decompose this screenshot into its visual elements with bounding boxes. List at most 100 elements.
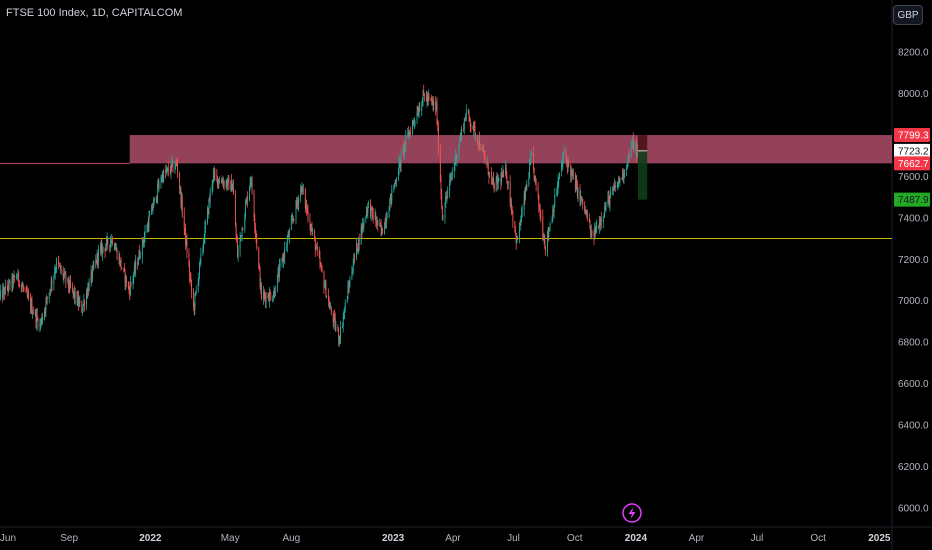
candle-body — [562, 152, 564, 160]
candle-body — [213, 171, 215, 175]
candle-body — [56, 259, 57, 269]
candle-body — [542, 216, 544, 236]
candle-body — [451, 171, 453, 177]
candle-body — [444, 207, 446, 218]
candle-body — [114, 249, 116, 251]
candle-body — [612, 188, 614, 191]
candle-body — [151, 205, 153, 215]
candle-body — [337, 327, 339, 331]
candle-body — [63, 275, 65, 278]
candle-body — [41, 318, 43, 322]
candle-body — [470, 125, 472, 127]
candle-body — [619, 178, 621, 183]
candle-body — [283, 255, 285, 258]
candle-body — [360, 227, 362, 245]
candle-body — [101, 244, 103, 255]
candle-body — [233, 185, 234, 195]
candle-body — [113, 243, 115, 250]
candle-body — [384, 227, 385, 234]
candle-body — [334, 315, 336, 319]
candle-body — [343, 312, 345, 318]
candle-body — [31, 302, 33, 314]
candle-body — [244, 216, 246, 230]
candle-body — [519, 222, 521, 225]
candle-body — [302, 189, 304, 192]
candle-body — [58, 259, 59, 265]
candle-body — [291, 218, 293, 220]
candle-body — [237, 250, 239, 258]
candle-body — [219, 182, 220, 184]
candle-body — [197, 282, 199, 290]
candle-body — [500, 178, 502, 184]
currency-button[interactable]: GBP — [893, 5, 923, 25]
candle-body — [79, 301, 81, 303]
candle-body — [156, 197, 158, 201]
candle-body — [376, 220, 378, 225]
candle-body — [617, 181, 619, 186]
candle-body — [492, 178, 494, 180]
candle-body — [614, 185, 616, 188]
candle-body — [199, 258, 201, 263]
candle-body — [580, 196, 582, 202]
candle-body — [191, 280, 193, 292]
candle-body — [460, 133, 462, 140]
candle-body — [101, 246, 103, 255]
candle-body — [12, 276, 14, 285]
candle-body — [609, 195, 611, 206]
candle-body — [204, 226, 206, 241]
candle-body — [436, 103, 438, 124]
candle-body — [445, 197, 447, 208]
candle-body — [539, 206, 540, 209]
candle-body — [439, 149, 441, 182]
candle-body — [342, 325, 344, 328]
candle-body — [511, 203, 512, 212]
candle-body — [402, 147, 404, 154]
candle-body — [572, 174, 574, 177]
candle-body — [309, 219, 311, 227]
candle-body — [344, 309, 346, 313]
candle-body — [176, 162, 178, 165]
candle-body — [165, 170, 167, 173]
candle-body — [36, 314, 38, 319]
x-tick-label: May — [221, 533, 240, 544]
candle-body — [445, 197, 447, 199]
candle-body — [73, 291, 75, 293]
candle-body — [329, 307, 331, 309]
candle-body — [575, 181, 577, 190]
candle-body — [535, 176, 536, 179]
candle-body — [203, 242, 204, 248]
candle-body — [478, 138, 480, 146]
candle-body — [516, 238, 518, 244]
candle-body — [318, 249, 320, 258]
candle-body — [179, 172, 181, 190]
candle-body — [258, 264, 260, 270]
candle-body — [312, 230, 314, 232]
candle-body — [110, 241, 112, 243]
candle-body — [157, 184, 159, 189]
candle-body — [310, 226, 312, 230]
candle-body — [488, 174, 490, 177]
lightning-bolt-icon[interactable] — [622, 503, 642, 523]
candle-body — [418, 108, 420, 113]
candle-body — [227, 179, 228, 187]
candle-body — [459, 139, 461, 146]
candle-body — [395, 180, 397, 183]
candle-body — [511, 211, 513, 213]
candle-body — [132, 278, 134, 284]
candle-body — [135, 261, 137, 271]
candle-body — [236, 234, 238, 243]
candle-body — [469, 116, 471, 121]
candle-body — [306, 204, 308, 211]
candle-body — [270, 293, 272, 300]
candle-body — [453, 165, 455, 172]
candle-body — [217, 176, 218, 185]
candle-body — [282, 257, 284, 262]
candle-body — [433, 101, 435, 106]
candle-body — [18, 281, 20, 287]
candle-body — [13, 275, 15, 277]
candle-body — [351, 272, 353, 279]
candle-body — [328, 295, 330, 302]
candle-body — [501, 174, 502, 184]
take-profit-zone — [637, 150, 648, 200]
